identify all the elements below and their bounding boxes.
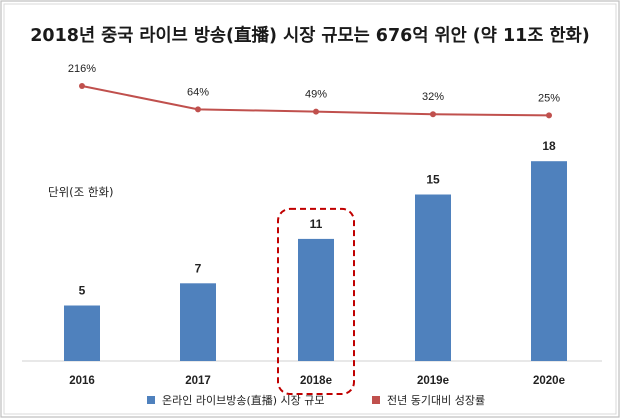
bar-2020e (531, 161, 567, 361)
x-tick-label-2017: 2017 (185, 375, 211, 387)
bar-2019e (415, 194, 451, 361)
growth-label-2018e: 49% (305, 89, 327, 101)
legend-label-growth-rate: 전년 동기대비 성장률 (387, 394, 485, 407)
bar-value-label-2020e: 18 (542, 139, 556, 153)
bar-2018e (298, 238, 334, 361)
x-tick-label-2019e: 2019e (417, 375, 449, 387)
legend-swatch-market-size (147, 396, 155, 404)
legend: 온라인 라이브방송(直播) 시장 규모 전년 동기대비 성장률 (147, 393, 485, 407)
unit-label: 단위(조 한화) (48, 185, 114, 199)
x-axis-ticks: 2016 2017 2018e 2019e 2020e (69, 375, 565, 387)
growth-point-2019e (430, 111, 436, 118)
legend-label-market-size: 온라인 라이브방송(直播) 시장 규모 (162, 393, 325, 407)
growth-label-2020e: 25% (538, 92, 560, 104)
chart-title: 2018년 중국 라이브 방송(直播) 시장 규모는 676억 위안 (약 11… (30, 25, 590, 46)
bar-series: 5 7 11 15 18 (64, 139, 567, 395)
growth-point-2020e (546, 112, 552, 119)
bar-2017 (180, 283, 216, 361)
growth-point-2016 (79, 83, 85, 89)
bar-value-label-2018e: 11 (310, 217, 323, 231)
bar-value-label-2017: 7 (195, 261, 202, 275)
bar-value-label-2019e: 15 (426, 173, 440, 187)
legend-swatch-growth-rate (372, 396, 380, 404)
bar-2016 (64, 305, 100, 361)
x-tick-label-2020e: 2020e (533, 375, 565, 387)
growth-label-2017: 64% (187, 86, 209, 98)
growth-label-2019e: 32% (422, 91, 444, 103)
inner-border (3, 3, 617, 415)
growth-point-2017 (195, 106, 201, 113)
growth-label-2016: 216% (68, 63, 96, 75)
growth-point-2018e (313, 108, 319, 115)
line-series: 216% 64% 49% 32% 25% (68, 63, 560, 119)
bar-value-label-2016: 5 (79, 284, 86, 298)
highlight-box-2018e (277, 207, 355, 395)
x-tick-label-2016: 2016 (69, 375, 95, 387)
x-tick-label-2018e: 2018e (300, 375, 332, 387)
